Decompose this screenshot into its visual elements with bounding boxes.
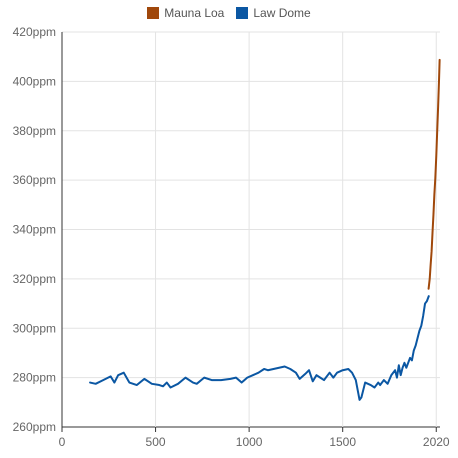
legend-label-mauna-loa: Mauna Loa [164, 6, 225, 20]
y-tick-label: 320ppm [13, 272, 56, 286]
y-tick-label: 380ppm [13, 124, 56, 138]
y-tick-label: 340ppm [13, 223, 56, 237]
y-tick-label: 400ppm [13, 74, 56, 88]
x-tick-label: 1500 [329, 435, 356, 449]
x-tick-label: 1000 [236, 435, 263, 449]
series-line-mauna-loa [427, 58, 441, 290]
x-tick-label: 0 [59, 435, 66, 449]
legend-item-mauna-loa[interactable]: Mauna Loa [147, 6, 224, 20]
legend-swatch-mauna-loa [147, 7, 160, 19]
x-tick-label: 2020 [423, 435, 450, 449]
legend-swatch-law-dome [236, 7, 249, 19]
chart-legend: Mauna Loa Law Dome [0, 6, 458, 20]
series-line-law-dome [89, 295, 430, 401]
y-tick-label: 260ppm [13, 420, 56, 434]
y-tick-label: 300ppm [13, 321, 56, 335]
legend-item-law-dome[interactable]: Law Dome [236, 6, 311, 20]
x-tick-label: 500 [146, 435, 166, 449]
legend-label-law-dome: Law Dome [253, 6, 311, 20]
y-tick-label: 360ppm [13, 173, 56, 187]
y-tick-label: 420ppm [13, 25, 56, 39]
y-tick-label: 280ppm [13, 371, 56, 385]
